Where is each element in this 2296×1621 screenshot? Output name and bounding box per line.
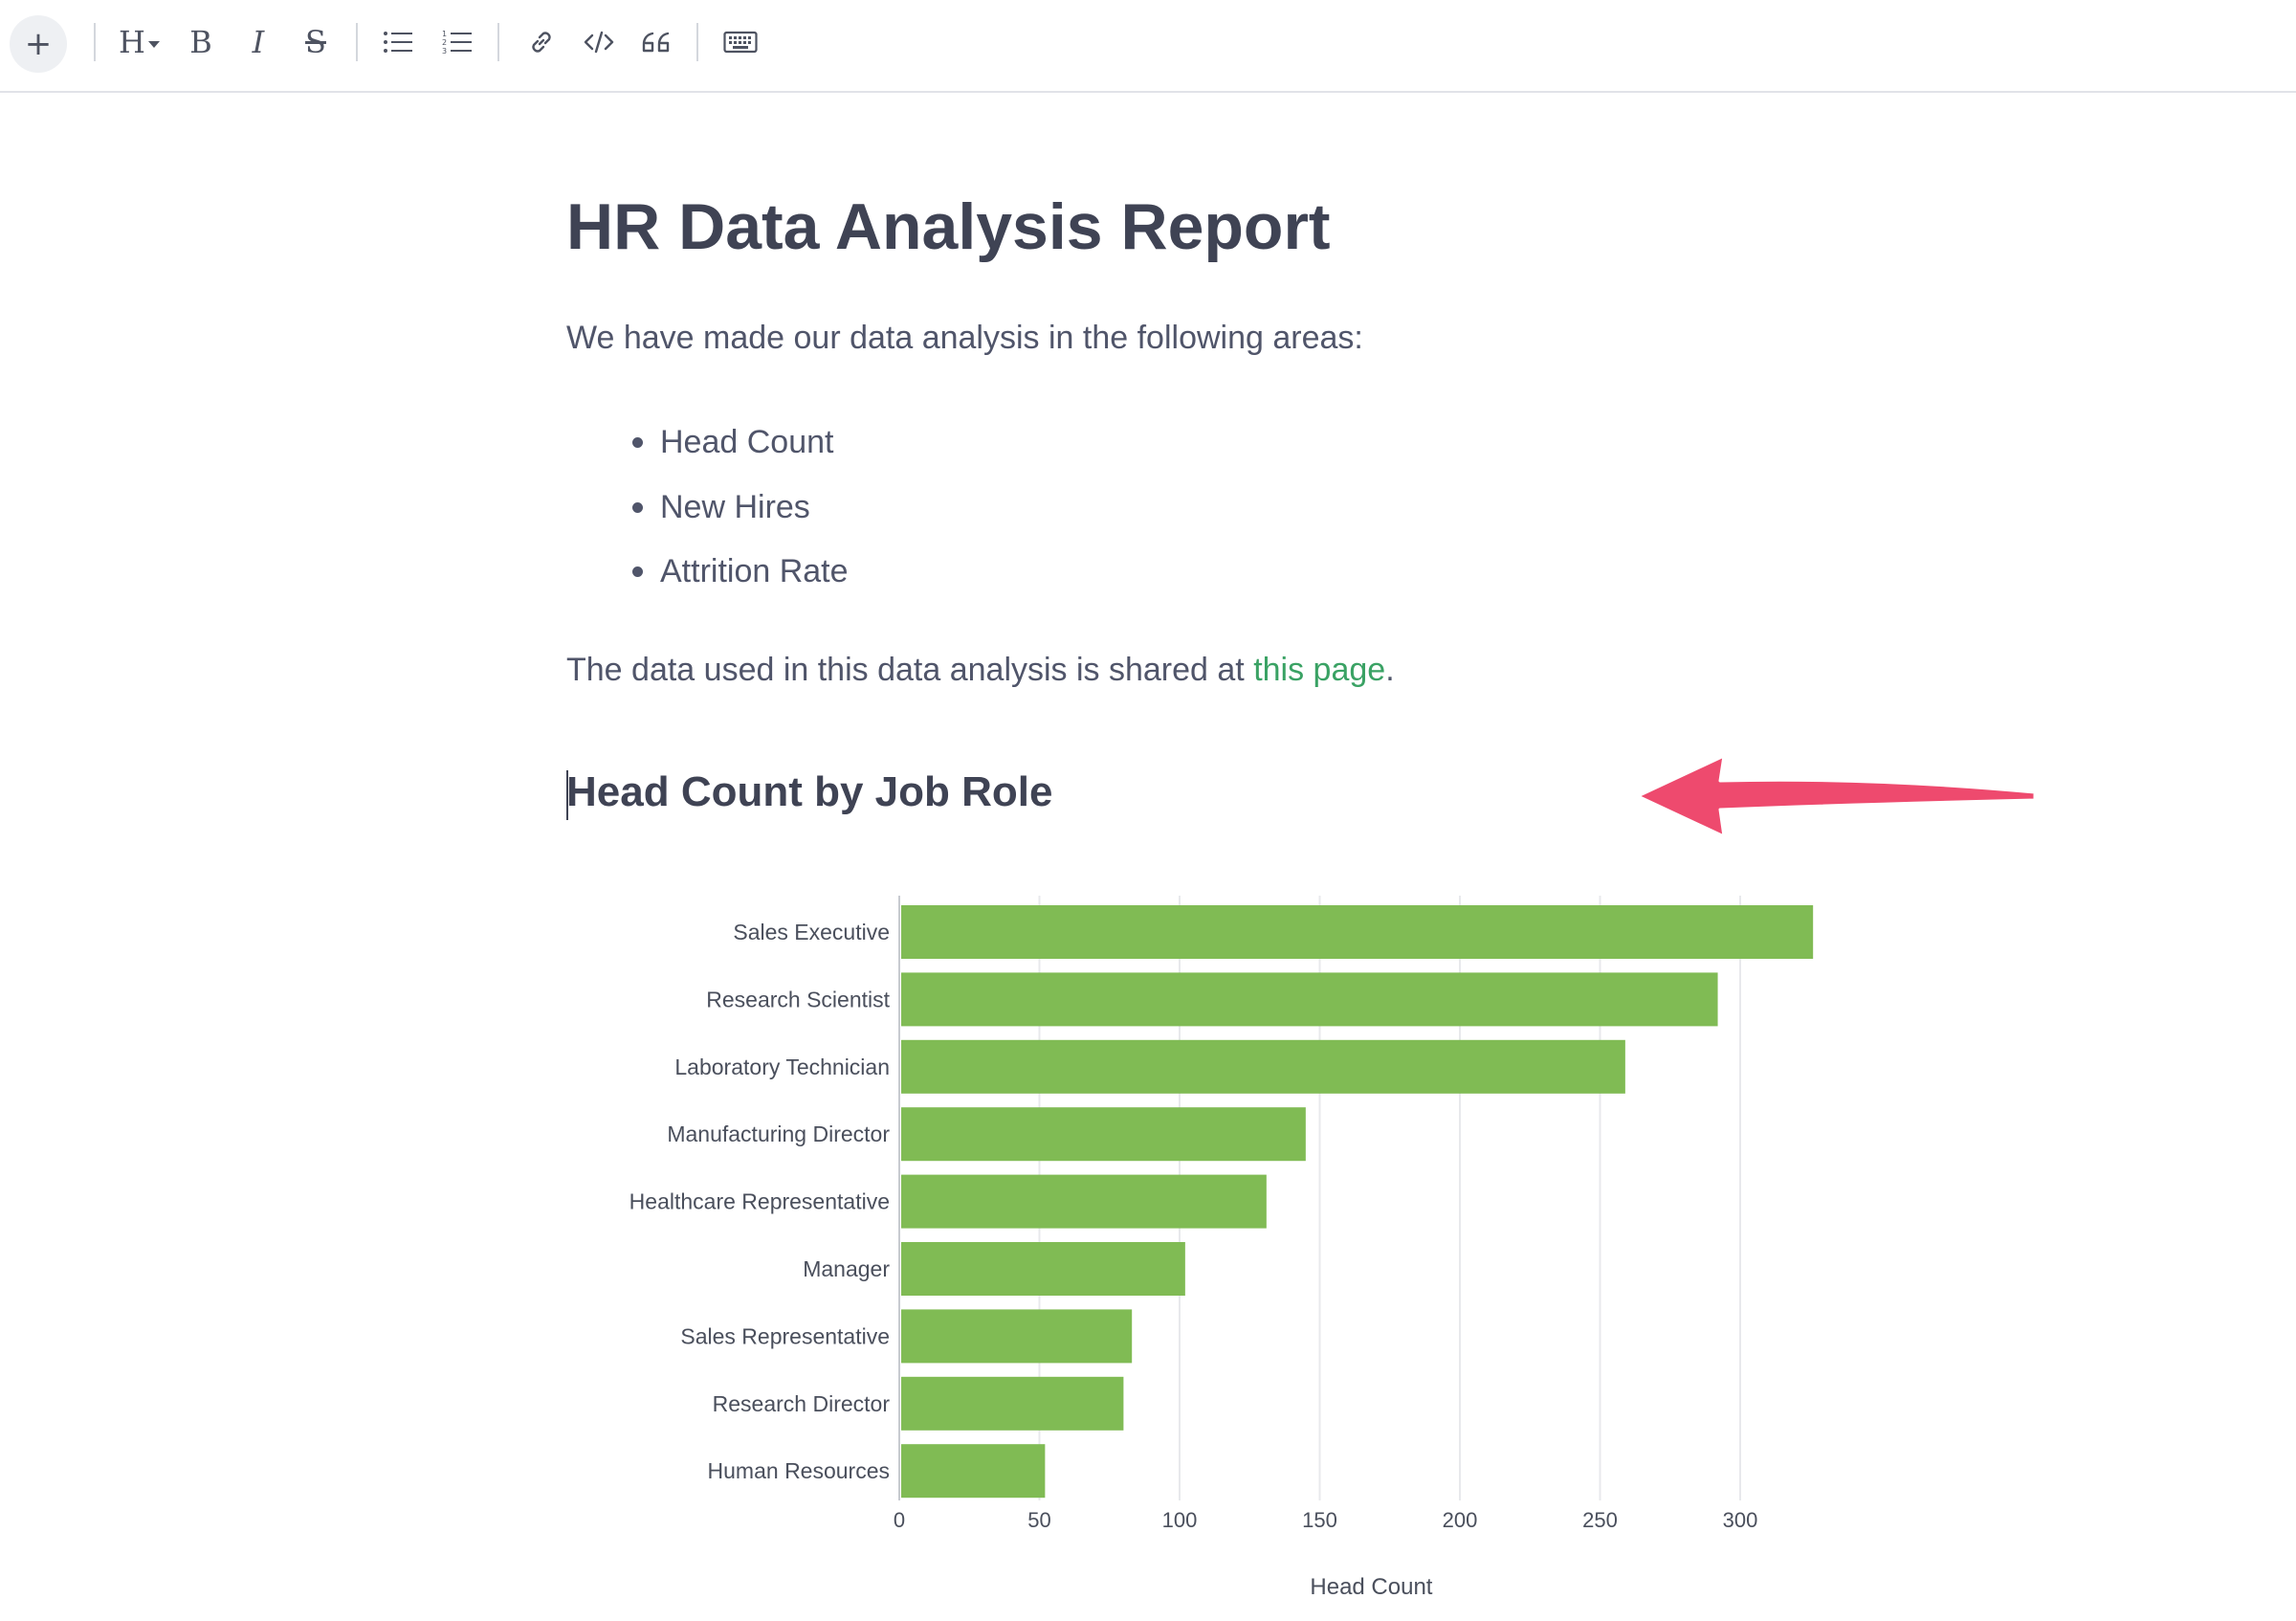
toolbar-divider [94,23,96,61]
chart-category-label: Manufacturing Director [667,1121,890,1146]
heading-icon: H [119,24,145,60]
bullet-list-icon [384,32,412,53]
italic-icon: I [252,24,265,60]
bullet-list-button[interactable] [379,23,417,61]
heading-dropdown-button[interactable]: H [113,21,166,63]
chart-bar [901,1309,1133,1364]
svg-text:3: 3 [442,47,447,56]
bold-icon: B [189,24,212,60]
chart-bar [901,1444,1046,1499]
chart-bar [901,1376,1124,1431]
code-button[interactable] [580,23,618,61]
paragraph-text: . [1385,652,1395,688]
chart-x-tick-label: 200 [1443,1508,1478,1532]
list-item-text: New Hires [660,488,810,525]
intro-paragraph[interactable]: We have made our data analysis in the fo… [566,320,1363,356]
chart-bar [901,1039,1625,1094]
chart-x-axis-label: Head Count [1310,1574,1432,1600]
section-heading[interactable]: Head Count by Job Role [566,768,1053,815]
chart-x-tick-label: 150 [1302,1508,1337,1532]
bullet-icon [632,501,643,513]
toolbar-divider [356,23,358,61]
caret-down-icon [147,41,160,48]
chart-bars [901,905,1814,1499]
bullet-icon [632,566,643,577]
svg-text:2: 2 [442,38,447,47]
data-source-paragraph[interactable]: The data used in this data analysis is s… [566,652,1395,689]
chart-x-tick-label: 250 [1582,1508,1618,1532]
text-cursor [566,770,568,820]
list-item[interactable]: New Hires [566,484,849,549]
add-block-button[interactable]: + [10,15,67,73]
list-item-text: Head Count [660,424,834,460]
strikethrough-icon: S [305,24,326,60]
chart-category-label: Human Resources [708,1458,890,1483]
toolbar-divider [696,23,698,61]
this-page-link[interactable]: this page [1253,652,1386,688]
chart-bar [901,905,1814,959]
bold-button[interactable]: B [182,21,220,63]
chart-bar [901,1242,1185,1296]
chart-x-tick-label: 100 [1162,1508,1198,1532]
chart-bar [901,972,1718,1027]
head-count-bar-chart: Sales Executive Research Scientist Laborat… [629,896,1814,1600]
keyboard-shortcuts-button[interactable] [719,23,762,61]
svg-text:1: 1 [442,30,447,38]
numbered-list-button[interactable]: 1 2 3 [438,23,476,61]
list-item[interactable]: Attrition Rate [566,548,849,613]
quote-icon [642,32,670,53]
document-title[interactable]: HR Data Analysis Report [566,190,1331,263]
link-icon [532,32,551,53]
bullet-icon [632,437,643,448]
paragraph-text: The data used in this data analysis is s… [566,652,1254,688]
chart-bar [901,1107,1306,1162]
chart-category-label: Sales Executive [733,920,890,944]
italic-button[interactable]: I [239,21,277,63]
chart-x-tick-label: 50 [1027,1508,1050,1532]
list-item[interactable]: Head Count [566,419,849,484]
blockquote-button[interactable] [637,23,675,61]
strikethrough-button[interactable]: S [297,21,335,63]
list-item-text: Attrition Rate [660,553,849,589]
chart-category-label: Manager [803,1256,890,1281]
toolbar-divider [497,23,499,61]
code-icon [584,31,614,54]
chart-category-label: Laboratory Technician [674,1055,890,1079]
numbered-list-icon: 1 2 3 [442,30,472,56]
chart-category-labels: Sales Executive Research Scientist Laborat… [629,920,891,1483]
chart-bar [901,1174,1267,1229]
keyboard-icon [723,31,758,54]
chart-category-label: Research Scientist [706,987,890,1011]
chart-x-tick-label: 300 [1723,1508,1758,1532]
link-button[interactable] [522,23,561,61]
chart-category-label: Healthcare Representative [629,1189,890,1214]
chart-x-ticks: 0 50 100 150 200 250 300 [894,1508,1757,1532]
chart-category-label: Sales Representative [680,1323,890,1348]
annotation-arrow-icon [1638,754,2037,838]
chart-x-tick-label: 0 [894,1508,905,1532]
editor-toolbar: + H B I S 1 2 3 [0,0,2296,93]
analysis-areas-list: Head Count New Hires Attrition Rate [566,419,849,613]
chart-category-label: Research Director [713,1391,891,1416]
